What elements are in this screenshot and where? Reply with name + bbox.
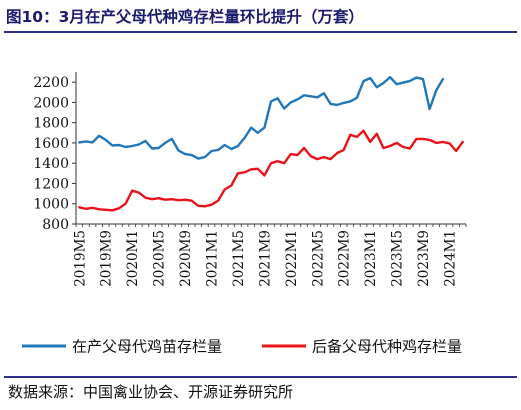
figure-title: 图10：3月在产父母代种鸡存栏量环比提升（万套） [6, 8, 364, 26]
x-tick-label: 2024M1 [442, 230, 458, 287]
data-source-note: 数据来源：中国禽业协会、开源证券研究所 [8, 383, 294, 401]
x-tick-label: 2020M9 [178, 230, 194, 287]
x-axis: 2019M5 2019M9 2020M1 2020M5 2020M9 2021M1 2021… [72, 223, 467, 287]
x-tick-label: 2021M5 [231, 230, 247, 287]
y-tick-label: 1600 [33, 136, 69, 152]
y-tick-label: 1000 [33, 197, 69, 213]
legend: 在产父母代鸡苗存栏量 后备父母代种鸡存栏量 [22, 338, 462, 356]
title-divider [4, 31, 517, 33]
x-tick-label: 2020M1 [125, 230, 141, 287]
y-tick-label: 1400 [33, 156, 69, 172]
y-tick-label: 800 [42, 217, 69, 233]
y-tick-label: 1200 [33, 176, 69, 192]
y-axis: 800 1000 1200 1400 1600 1800 2000 2200 [33, 72, 77, 233]
legend-label-2: 后备父母代种鸡存栏量 [312, 338, 462, 356]
x-tick-label: 2021M9 [257, 230, 273, 287]
x-tick-label: 2023M9 [416, 230, 432, 287]
legend-label-1: 在产父母代鸡苗存栏量 [72, 338, 222, 356]
x-tick-label: 2023M1 [363, 230, 379, 287]
y-tick-label: 1800 [33, 116, 69, 132]
series-lines [78, 75, 464, 212]
x-tick-label: 2022M9 [337, 230, 353, 287]
x-tick-label: 2022M5 [310, 230, 326, 287]
source-divider [4, 376, 517, 378]
y-tick-label: 2200 [33, 75, 69, 91]
x-tick-label: 2019M9 [99, 230, 115, 287]
x-tick-label: 2020M5 [152, 230, 168, 287]
x-tick-label: 2021M1 [205, 230, 221, 287]
y-tick-label: 2000 [33, 95, 69, 111]
x-tick-label: 2022M1 [284, 230, 300, 287]
x-tick-label: 2019M5 [72, 230, 88, 287]
x-tick-label: 2023M5 [390, 230, 406, 287]
series-line-2 [78, 129, 464, 212]
series-line-1 [78, 75, 445, 160]
